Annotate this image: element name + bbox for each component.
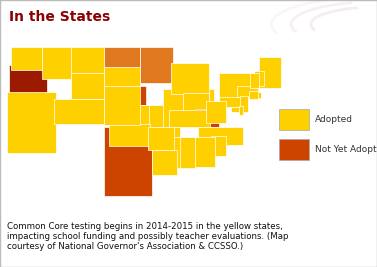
Bar [138, 105, 176, 131]
Bar [104, 47, 140, 89]
Bar [249, 92, 258, 99]
Bar [192, 137, 215, 167]
Bar [219, 91, 244, 107]
Bar [9, 65, 47, 93]
Bar [171, 63, 209, 94]
Bar [239, 106, 242, 115]
Bar [104, 127, 152, 196]
Text: Common Core testing begins in 2014-2015 in the yellow states,
impacting school f: Common Core testing begins in 2014-2015 … [8, 222, 289, 251]
Bar [279, 139, 309, 160]
Text: Adopted: Adopted [315, 115, 353, 124]
Bar [170, 110, 210, 127]
Bar [47, 47, 104, 77]
Bar [206, 101, 226, 123]
Bar [178, 137, 195, 168]
Bar [149, 127, 174, 150]
Bar [250, 73, 259, 88]
Bar [152, 150, 177, 175]
Bar [163, 89, 196, 127]
Bar [70, 73, 104, 99]
Bar [140, 47, 173, 83]
Bar [257, 92, 261, 98]
Bar [54, 99, 104, 124]
Bar [42, 99, 104, 124]
Bar [231, 107, 242, 112]
Bar [113, 105, 149, 125]
Bar [181, 89, 214, 127]
Bar [104, 67, 140, 89]
Bar [237, 86, 258, 97]
Bar [70, 73, 104, 99]
Bar [259, 57, 281, 88]
Bar [109, 124, 150, 146]
Bar [113, 86, 146, 105]
Bar [7, 92, 56, 153]
Bar [149, 127, 181, 138]
Text: In the States: In the States [9, 10, 110, 23]
Bar [43, 47, 70, 79]
Text: Not Yet Adopted: Not Yet Adopted [315, 145, 377, 154]
Bar [185, 92, 209, 115]
Bar [183, 93, 209, 119]
Bar [254, 71, 264, 86]
Bar [279, 109, 309, 130]
Bar [198, 127, 242, 145]
Bar [219, 73, 258, 97]
Bar [163, 137, 180, 168]
Bar [196, 109, 219, 127]
Bar [104, 86, 140, 125]
Bar [11, 47, 43, 70]
Bar [240, 96, 248, 112]
Bar [211, 136, 226, 156]
